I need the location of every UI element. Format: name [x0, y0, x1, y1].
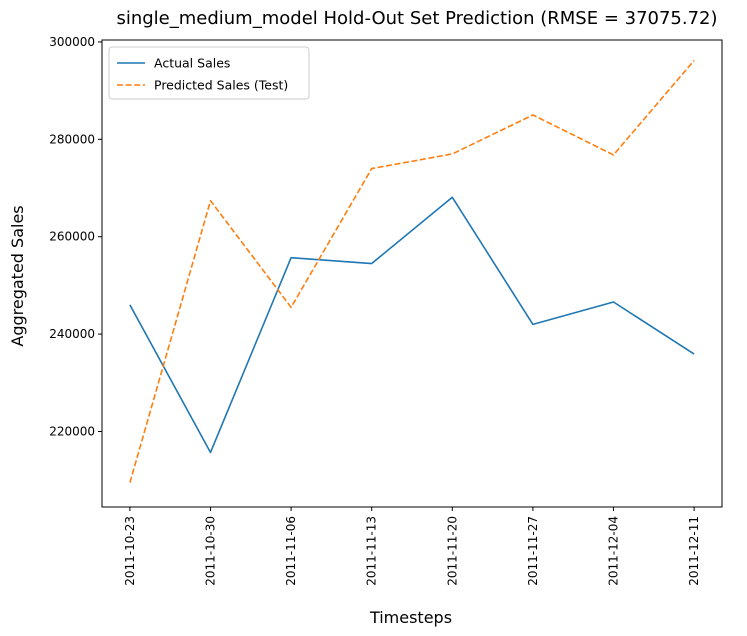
x-tick-label: 2011-10-23 — [123, 516, 137, 586]
legend-box — [108, 46, 310, 100]
axes-frame — [101, 39, 723, 508]
x-tick-label: 2011-10-30 — [204, 516, 218, 586]
x-tick-label: 2011-11-06 — [284, 516, 298, 586]
plot-area: 2011-10-23 2011-10-30 2011-11-06 2011-11-13… — [49, 35, 723, 586]
x-tick-label: 2011-11-20 — [445, 516, 459, 586]
y-axis-label: Aggregated Sales — [8, 205, 27, 346]
y-tick-label: 240000 — [49, 327, 95, 341]
y-tick-label: 300000 — [49, 35, 95, 49]
series-line-1 — [129, 196, 695, 454]
x-axis-label: Timesteps — [369, 608, 452, 627]
legend: Actual Sales Predicted Sales (Test) — [108, 46, 310, 100]
x-tick-label: 2011-12-11 — [687, 516, 701, 586]
legend-label-1: Actual Sales — [154, 56, 230, 71]
y-tick-label: 260000 — [49, 230, 95, 244]
legend-label-2: Predicted Sales (Test) — [154, 78, 288, 93]
chart-title: single_medium_model Hold-Out Set Predict… — [116, 8, 717, 29]
x-tick-label: 2011-11-13 — [365, 516, 379, 586]
series-line-2 — [129, 59, 695, 483]
x-tick-label: 2011-12-04 — [607, 516, 621, 586]
y-tick-label: 280000 — [49, 132, 95, 146]
y-tick-label: 220000 — [49, 425, 95, 439]
x-tick-label: 2011-11-27 — [526, 516, 540, 586]
